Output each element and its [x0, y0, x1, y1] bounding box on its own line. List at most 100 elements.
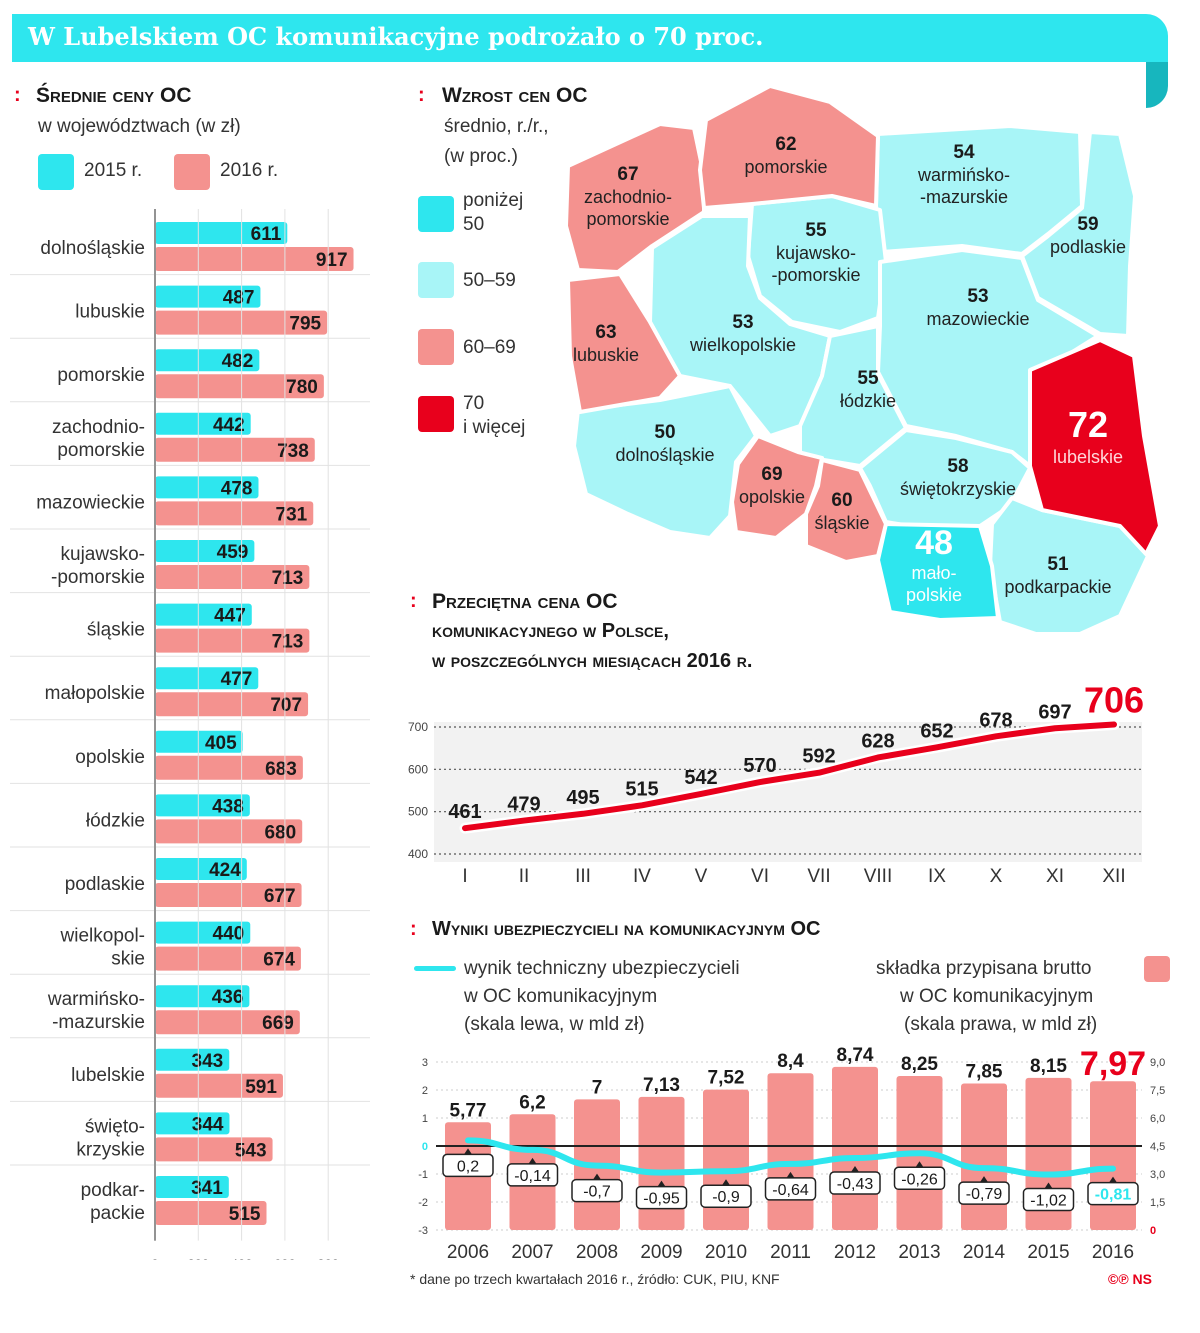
callout-pointer: [1044, 1182, 1053, 1189]
x-tick-label: 2009: [640, 1242, 682, 1263]
legend-bar-swatch: [1144, 956, 1170, 982]
premium-label: 7,97: [1080, 1045, 1146, 1083]
x-tick-label: 0: [151, 1257, 158, 1260]
callout-pointer: [980, 1176, 988, 1183]
y-right-tick-label: 1,5: [1150, 1197, 1165, 1209]
result-label: -0,79: [966, 1186, 1003, 1203]
premium-label: 5,77: [450, 1100, 487, 1121]
premium-bar: [767, 1073, 814, 1230]
y-tick-label: 400: [408, 847, 428, 861]
data-label: 678: [979, 709, 1012, 731]
bar-2015: [155, 222, 288, 244]
bar-label-2016: 515: [229, 1204, 261, 1225]
callout-box: [764, 1177, 817, 1201]
map-label-podkarpackie: 51 podkarpackie: [1004, 554, 1112, 597]
bar-label-2016: 738: [277, 441, 309, 462]
y-right-tick-label: 6,0: [1150, 1113, 1165, 1125]
x-tick-label: V: [695, 866, 708, 887]
x-tick-label: 2012: [834, 1242, 876, 1263]
region-lubuskie: [566, 272, 682, 414]
category-label: dolnośląskie: [40, 238, 145, 259]
region-malopolskie: [876, 522, 1000, 622]
data-label: 515: [625, 778, 658, 800]
x-tick-label: VI: [751, 866, 769, 887]
callout-pointer: [786, 1171, 795, 1178]
data-label: 628: [861, 730, 894, 752]
x-tick-label: XI: [1046, 866, 1064, 887]
bar-2016: [155, 1010, 300, 1035]
category-label: łódzkie: [86, 810, 145, 831]
line-heading-1: Przeciętna cena OC: [432, 590, 618, 613]
bar-label-2015: 487: [223, 288, 255, 309]
bar-label-2016: 680: [265, 822, 297, 843]
data-label: 706: [1084, 679, 1144, 720]
bar-label-2015: 440: [213, 924, 245, 945]
premium-label: 8,4: [777, 1051, 804, 1072]
bar-2016: [155, 1201, 267, 1225]
category-label: mazowieckie: [36, 492, 145, 513]
map-legend-label: poniżej: [463, 190, 524, 211]
map-label-lodzkie: 55 łódzkie: [839, 368, 897, 411]
bar-label-2015: 478: [221, 478, 253, 499]
callout-box: [506, 1163, 559, 1187]
map-label-lubuskie: 63 lubuskie: [572, 322, 640, 365]
category-label: opolskie: [75, 747, 145, 768]
premium-label: 8,15: [1030, 1056, 1067, 1077]
plot-background: [434, 722, 1142, 862]
x-tick-label: 200: [187, 1257, 209, 1260]
x-tick-label: X: [990, 866, 1003, 887]
bar-label-2016: 795: [289, 314, 321, 335]
result-label: -0,95: [643, 1191, 680, 1208]
premium-label: 8,25: [901, 1054, 938, 1075]
premium-bar: [703, 1089, 749, 1230]
section-marker-icon: :: [410, 918, 417, 940]
x-tick-label: 2008: [576, 1242, 618, 1263]
bar-label-2016: 917: [316, 250, 348, 271]
results-heading: Wyniki ubezpieczycieli na komunikacyjnym…: [432, 918, 821, 940]
bar-label-2016: 591: [245, 1077, 277, 1098]
callout-pointer: [528, 1157, 537, 1164]
bar-label-2016: 713: [272, 632, 304, 653]
bar-2016: [155, 501, 314, 526]
bar-label-2016: 674: [263, 950, 295, 971]
result-label: -0,9: [712, 1189, 740, 1206]
map-label-warminsko: 54 warmińsko- -mazurskie: [917, 142, 1010, 207]
map-legend-swatch: [418, 262, 454, 298]
category-label: podlaskie: [65, 874, 145, 895]
callout-pointer: [657, 1180, 666, 1187]
map-legend-label: 50: [463, 214, 485, 235]
x-tick-label: 2007: [511, 1242, 553, 1263]
legend-label-2016: 2016 r.: [220, 160, 279, 181]
bar-label-2015: 405: [205, 733, 237, 754]
bar-2015: [155, 858, 247, 880]
callout-box: [958, 1181, 1010, 1205]
map-label-zachodniopomorskie: 67 zachodnio- pomorskie: [583, 164, 673, 229]
poland-map: [564, 86, 1162, 636]
x-tick-label: II: [519, 866, 530, 887]
price-line: [462, 721, 1117, 832]
bar-2016: [155, 628, 310, 653]
category-label: pomorskie: [57, 365, 145, 386]
callout-pointer: [1109, 1176, 1117, 1183]
map-label-slaskie: 60 śląskie: [814, 490, 870, 533]
data-label: 592: [802, 746, 835, 768]
bar-2016: [155, 755, 303, 780]
category-label: pomorskie: [57, 440, 145, 461]
map-legend-swatch: [418, 196, 454, 232]
data-label: 461: [448, 801, 481, 823]
map-label-mazowieckie: 53 mazowieckie: [926, 286, 1030, 329]
premium-bar: [638, 1096, 685, 1230]
callout-box: [700, 1184, 752, 1208]
x-tick-label: 2016: [1092, 1242, 1134, 1263]
line-heading-3: w poszczególnych miesiącach 2016 r.: [432, 650, 753, 672]
map-heading: Wzrost cen OC: [442, 84, 588, 107]
data-label: 542: [684, 767, 717, 789]
x-tick-label: IV: [633, 866, 651, 887]
bar-label-2016: 731: [276, 504, 308, 525]
category-label: zachodnio-: [52, 417, 145, 438]
bar-2015: [155, 412, 251, 435]
bar-2016: [155, 1137, 273, 1162]
map-label-kujawsko: 55 kujawsko- -pomorskie: [771, 220, 861, 285]
line-heading-2: komunikacyjnego w Polsce,: [432, 620, 669, 642]
